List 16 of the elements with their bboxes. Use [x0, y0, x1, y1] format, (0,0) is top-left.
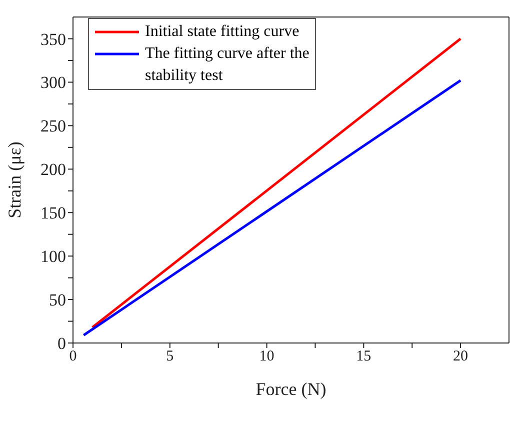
- x-tick-label: 5: [166, 348, 174, 365]
- y-tick-label: 300: [40, 73, 66, 92]
- y-tick-label: 150: [40, 204, 66, 223]
- x-tick-label: 10: [259, 348, 274, 365]
- y-axis-title: Strain (με): [4, 142, 24, 218]
- legend-label: The fitting curve after the stability test: [145, 44, 310, 86]
- legend-label: Initial state fitting curve: [145, 22, 300, 42]
- y-tick-label: 50: [49, 290, 66, 310]
- y-tick-label: 200: [40, 160, 66, 180]
- y-tick-label: 250: [40, 116, 66, 136]
- y-tick-label: 350: [40, 30, 66, 49]
- x-tick-label: 15: [356, 348, 372, 365]
- x-tick-label: 0: [69, 348, 77, 365]
- x-axis-title: Force (N): [256, 379, 326, 399]
- y-tick-label: 100: [40, 247, 66, 266]
- x-tick-label: 20: [453, 348, 468, 365]
